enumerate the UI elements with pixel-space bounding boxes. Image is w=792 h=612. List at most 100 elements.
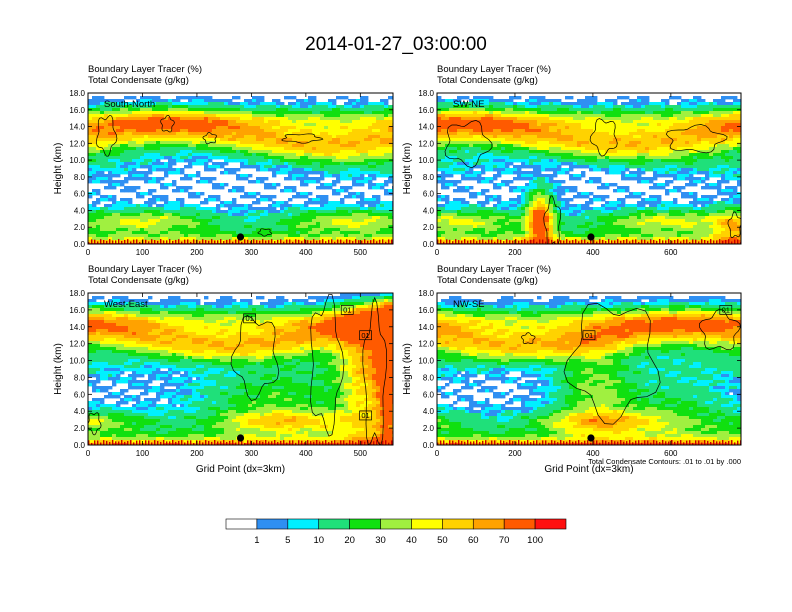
y-tick-label: 4.0 — [74, 206, 86, 215]
y-tick-label: 8.0 — [423, 373, 435, 382]
location-marker — [236, 434, 245, 442]
colorbar-label: 10 — [313, 535, 324, 546]
contour-note: Total Condensate Contours: .01 to .01 by… — [588, 457, 741, 466]
x-tick-label: 500 — [354, 248, 368, 257]
colorbar-label: 30 — [375, 535, 386, 546]
panel-west-east: Boundary Layer Tracer (%)Total Condensat… — [53, 264, 394, 475]
y-tick-label: 6.0 — [74, 390, 86, 399]
tracer-field — [88, 93, 393, 244]
y-axis-label: Height (km) — [53, 143, 64, 195]
colorbar-swatch — [442, 518, 474, 530]
x-tick-label: 200 — [508, 449, 522, 458]
panel-south-north: Boundary Layer Tracer (%)Total Condensat… — [53, 64, 394, 257]
colorbar-label: 70 — [499, 535, 510, 546]
x-tick-label: 0 — [86, 248, 91, 257]
panel-label: SW-NE — [453, 99, 485, 110]
y-tick-label: 10.0 — [418, 156, 434, 165]
y-tick-label: 2.0 — [423, 424, 435, 433]
x-tick-label: 300 — [245, 449, 259, 458]
panel-subtitle-condensate: Total Condensate (g/kg) — [437, 75, 538, 86]
colorbar-swatch — [472, 518, 505, 530]
y-tick-label: 4.0 — [74, 407, 86, 416]
y-tick-label: 16.0 — [418, 306, 434, 315]
condensate-contours — [521, 302, 741, 425]
panel-label: South-North — [104, 99, 155, 110]
y-tick-label: 18.0 — [418, 89, 434, 98]
x-tick-label: 200 — [508, 248, 522, 257]
colorbar-label: 20 — [344, 535, 355, 546]
y-tick-label: 2.0 — [423, 223, 435, 232]
y-tick-label: 10.0 — [69, 156, 85, 165]
x-axis-label: Grid Point (dx=3km) — [544, 464, 633, 475]
tracer-field — [437, 93, 741, 244]
y-tick-label: 4.0 — [423, 206, 435, 215]
tracer-field: 01 01 01 01 — [88, 293, 393, 445]
x-tick-label: 600 — [664, 248, 678, 257]
y-tick-label: 14.0 — [69, 323, 85, 332]
plot-frame — [87, 292, 394, 446]
colorbar-swatch — [287, 518, 320, 530]
x-tick-label: 500 — [354, 449, 368, 458]
x-tick-label: 0 — [435, 449, 440, 458]
x-tick-label: 400 — [299, 449, 313, 458]
panels: Boundary Layer Tracer (%)Total Condensat… — [53, 64, 742, 475]
y-tick-label: 0.0 — [423, 441, 435, 450]
y-tick-label: 16.0 — [418, 106, 434, 115]
y-tick-label: 14.0 — [418, 123, 434, 132]
colorbar-label: 1 — [254, 535, 259, 546]
contour-label: 01 — [722, 305, 730, 314]
location-marker — [236, 233, 245, 241]
contour-label: 01 — [585, 331, 593, 340]
y-tick-label: 2.0 — [74, 424, 86, 433]
contour-label: 01 — [361, 411, 369, 420]
colorbar-swatch — [318, 518, 350, 530]
contour-label: 01 — [361, 331, 369, 340]
x-tick-label: 200 — [190, 449, 204, 458]
y-tick-label: 12.0 — [418, 139, 434, 148]
y-tick-label: 14.0 — [418, 323, 434, 332]
colorbar-swatch — [534, 518, 567, 530]
x-tick-label: 400 — [586, 248, 600, 257]
y-tick-label: 8.0 — [74, 173, 86, 182]
condensate-contours — [95, 114, 324, 237]
y-tick-label: 16.0 — [69, 306, 85, 315]
y-tick-label: 12.0 — [69, 340, 85, 349]
y-tick-label: 0.0 — [423, 240, 435, 249]
y-tick-label: 18.0 — [418, 289, 434, 298]
y-axis-label: Height (km) — [53, 343, 64, 395]
colorbar: 1 5 10 20 30 40 50 60 70 100 — [225, 518, 567, 546]
y-tick-label: 10.0 — [418, 357, 434, 366]
y-tick-label: 18.0 — [69, 89, 85, 98]
colorbar-label: 50 — [437, 535, 448, 546]
y-tick-label: 18.0 — [69, 289, 85, 298]
condensate-contours — [444, 118, 741, 244]
x-tick-label: 600 — [664, 449, 678, 458]
colorbar-swatch — [349, 518, 381, 530]
x-tick-label: 400 — [299, 248, 313, 257]
location-marker — [587, 434, 595, 442]
y-tick-label: 4.0 — [423, 407, 435, 416]
colorbar-label: 100 — [527, 535, 543, 546]
figure-title: 2014-01-27_03:00:00 — [305, 34, 487, 55]
colorbar-label: 40 — [406, 535, 417, 546]
y-tick-label: 8.0 — [74, 373, 86, 382]
panel-subtitle-tracer: Boundary Layer Tracer (%) — [88, 264, 202, 275]
colorbar-label: 60 — [468, 535, 479, 546]
x-tick-label: 0 — [86, 449, 91, 458]
colorbar-swatch — [256, 518, 289, 530]
panel-label: NW-SE — [453, 299, 485, 310]
x-tick-label: 400 — [586, 449, 600, 458]
panel-subtitle-condensate: Total Condensate (g/kg) — [437, 275, 538, 286]
panel-subtitle-tracer: Boundary Layer Tracer (%) — [437, 264, 551, 275]
y-tick-label: 10.0 — [69, 357, 85, 366]
panel-sw-ne: Boundary Layer Tracer (%)Total Condensat… — [402, 64, 742, 257]
panel-subtitle-condensate: Total Condensate (g/kg) — [88, 275, 189, 286]
y-tick-label: 0.0 — [74, 240, 86, 249]
plot-frame — [436, 292, 742, 446]
y-tick-label: 6.0 — [423, 190, 435, 199]
panel-subtitle-tracer: Boundary Layer Tracer (%) — [88, 64, 202, 75]
panel-subtitle-tracer: Boundary Layer Tracer (%) — [437, 64, 551, 75]
colorbar-swatch — [225, 518, 258, 530]
plot-frame — [87, 92, 394, 245]
